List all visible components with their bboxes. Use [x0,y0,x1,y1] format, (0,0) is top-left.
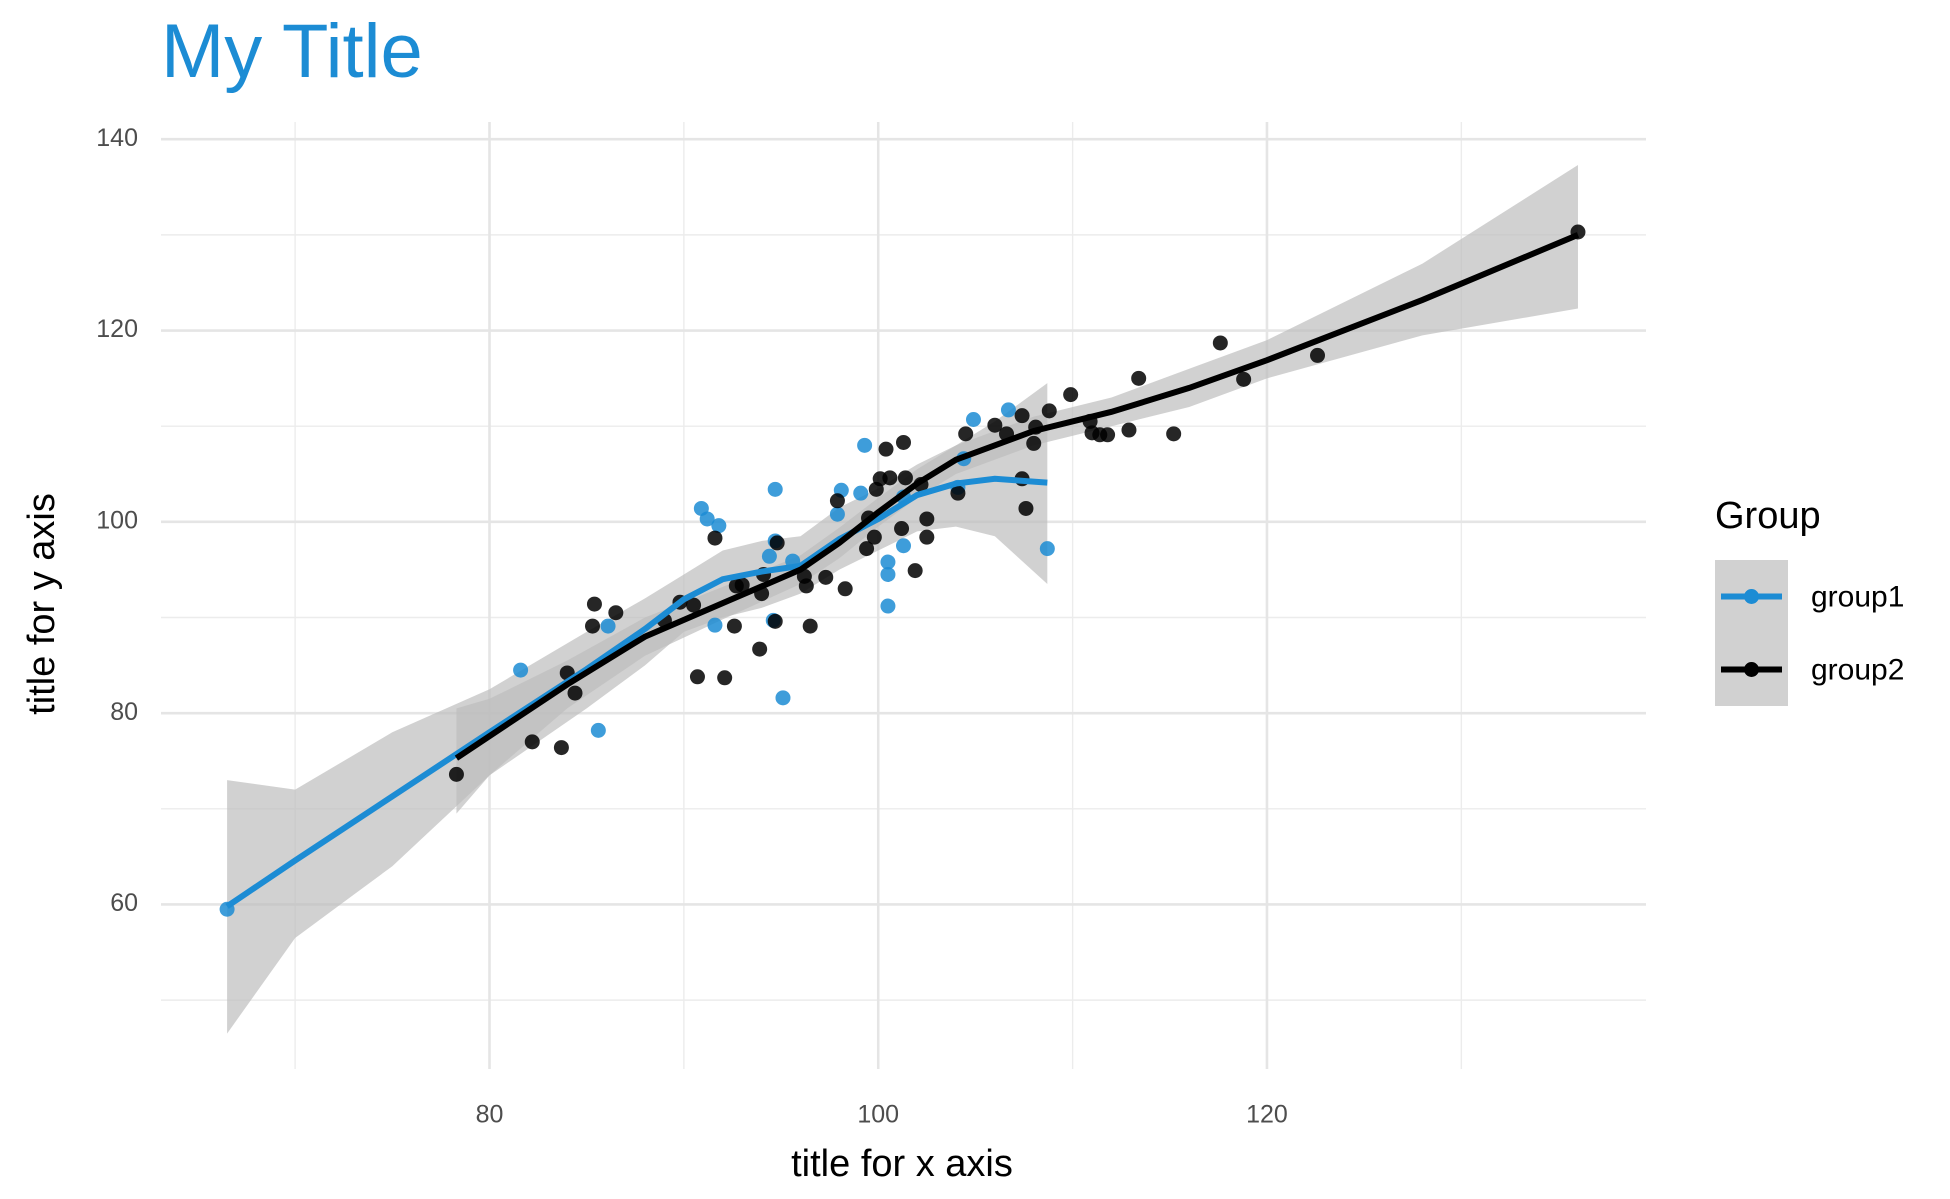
fit-line [454,232,1580,761]
fit-line [225,475,1048,909]
point [1018,500,1034,516]
point [950,485,966,501]
point [448,766,464,782]
point [752,641,768,657]
point [878,441,894,457]
point [857,437,873,453]
y-tick-label: 140 [96,124,138,152]
point [686,597,702,613]
point [699,511,715,527]
x-tick-label: 80 [476,1101,504,1129]
point [1000,402,1016,418]
point [802,618,818,634]
point [1236,371,1252,387]
point [880,566,896,582]
y-axis-title: title for y axis [21,493,63,715]
point [734,577,750,593]
point [897,470,913,486]
point [829,506,845,522]
point [707,617,723,633]
legend-title: Group [1715,495,1821,537]
point [958,426,974,442]
point [896,434,911,450]
point [818,569,834,585]
point [1063,387,1079,403]
x-axis-title: title for x axis [791,1143,1013,1185]
point [1212,335,1228,351]
point [1100,427,1116,443]
y-tick-label: 80 [110,698,138,726]
point [600,618,616,634]
legend-label: group1 [1811,580,1904,613]
point [965,411,981,427]
point [853,485,869,501]
point [880,598,896,614]
point [1310,347,1326,363]
point [513,662,529,678]
y-tick-label: 100 [96,506,138,534]
point [717,670,733,686]
point [769,535,785,551]
point [761,548,777,564]
legend-point [1744,662,1759,677]
point [711,518,727,534]
point [608,605,624,621]
point [775,690,791,706]
point [524,734,540,750]
x-tick-label: 120 [1246,1101,1288,1129]
point [1166,426,1182,442]
chart-title: My Title [161,9,423,94]
confidence-band [456,165,1578,814]
y-tick-label: 120 [96,315,138,343]
point [767,613,783,629]
legend-point [1744,589,1759,604]
point [987,417,1003,433]
legend-label: group2 [1811,653,1904,686]
y-tick-label: 60 [110,889,138,917]
point [829,493,845,509]
point [1014,408,1030,424]
point [726,618,742,634]
point [553,740,569,756]
point [1121,422,1137,438]
point [882,470,898,486]
point [894,521,910,537]
point [585,618,601,634]
point [1026,435,1042,451]
point [567,685,583,701]
point [896,538,911,554]
point [689,669,705,685]
point [707,530,723,546]
point [919,529,935,545]
point [590,722,606,738]
point [1041,403,1057,419]
point [907,563,923,579]
point [880,554,896,570]
point [837,581,853,597]
point [1039,541,1055,557]
point [767,481,783,497]
point [586,596,602,612]
point [866,529,882,545]
x-tick-label: 100 [857,1101,899,1129]
point [919,511,935,527]
point [859,541,875,557]
point [1131,370,1147,386]
